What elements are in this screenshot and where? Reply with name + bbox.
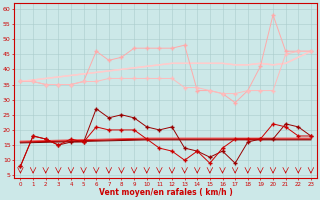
X-axis label: Vent moyen/en rafales ( km/h ): Vent moyen/en rafales ( km/h ) bbox=[99, 188, 233, 197]
